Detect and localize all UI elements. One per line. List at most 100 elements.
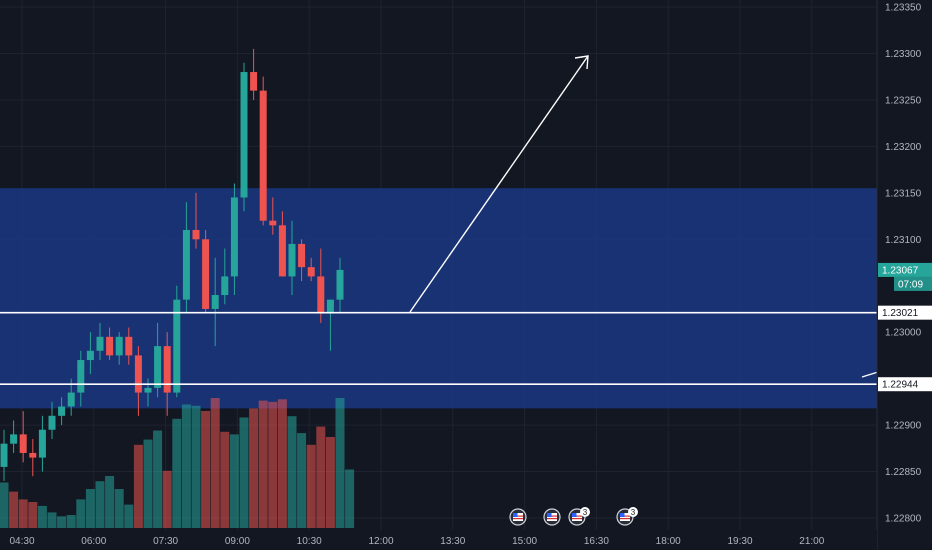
volume-bar: [210, 398, 220, 528]
flag-field: [547, 513, 557, 521]
candle[interactable]: [125, 327, 133, 365]
time-tick-label: 19:30: [727, 536, 752, 547]
candle[interactable]: [298, 239, 306, 282]
candle[interactable]: [48, 401, 56, 440]
candle[interactable]: [134, 346, 142, 416]
candle-body: [221, 276, 229, 296]
price-tick-label: 1.22900: [885, 421, 922, 432]
trend-line-stub[interactable]: [861, 371, 879, 378]
supply-demand-zone[interactable]: [0, 188, 877, 409]
candle[interactable]: [77, 350, 85, 407]
event-flag-icon[interactable]: [543, 508, 561, 526]
time-axis[interactable]: 04:30 06:00 07:30 09:00 10:30 12:00 13:30 15:00…: [9, 536, 824, 547]
flag-field: [620, 513, 630, 521]
candle[interactable]: [269, 197, 277, 235]
time-tick-label: 18:00: [656, 536, 681, 547]
volume-bar: [37, 505, 47, 528]
candle[interactable]: [326, 299, 334, 351]
candle-body: [48, 415, 56, 430]
volume-bar: [9, 491, 19, 528]
candle-body: [106, 336, 114, 356]
candle[interactable]: [173, 285, 181, 398]
price-tick-label: 1.23150: [885, 188, 922, 199]
volume-bar: [316, 426, 326, 528]
projection-arrow-line[interactable]: [409, 55, 589, 313]
candle[interactable]: [211, 257, 219, 347]
candle[interactable]: [29, 439, 37, 477]
time-tick-label: 04:30: [9, 536, 34, 547]
flag-stripe: [547, 518, 557, 520]
candle-body: [29, 452, 37, 458]
candle[interactable]: [0, 429, 8, 481]
flag-field: [513, 513, 523, 521]
candle-body: [0, 443, 8, 467]
candle[interactable]: [202, 229, 210, 314]
volume-bar: [124, 504, 134, 528]
flag-stripe: [572, 518, 582, 520]
time-tick-label: 16:30: [584, 536, 609, 547]
candle-body: [67, 392, 75, 407]
candle-body: [326, 299, 334, 314]
volume-bar: [57, 516, 67, 528]
flag-field: [572, 513, 582, 521]
candle[interactable]: [278, 211, 286, 277]
volume-bar: [201, 411, 211, 528]
candle[interactable]: [182, 202, 190, 314]
candle-body: [259, 90, 267, 221]
candle-body: [77, 360, 85, 393]
time-tick-label: 13:30: [440, 536, 465, 547]
volume-bar: [229, 434, 239, 528]
event-flag-icon[interactable]: 3: [568, 507, 590, 526]
candle[interactable]: [115, 332, 123, 365]
price-tick-label: 1.23350: [885, 3, 922, 14]
volume-bar: [239, 417, 249, 528]
candle[interactable]: [144, 378, 152, 407]
candle[interactable]: [307, 257, 315, 282]
candle[interactable]: [38, 415, 46, 472]
candle[interactable]: [58, 397, 66, 426]
horizontal-levels[interactable]: [0, 311, 877, 386]
volume-bar: [297, 433, 307, 528]
event-count-label: 3: [631, 508, 636, 517]
candle[interactable]: [163, 332, 171, 416]
candle-body: [173, 299, 181, 393]
volume-bar: [114, 489, 124, 528]
candle-body: [230, 197, 238, 277]
candle[interactable]: [250, 48, 258, 100]
flag-canton: [620, 513, 625, 517]
projection-arrow[interactable]: [409, 55, 879, 378]
candle[interactable]: [221, 248, 229, 305]
volume-bar: [220, 431, 230, 528]
volume-bar: [47, 512, 57, 528]
candle[interactable]: [96, 322, 104, 361]
candle[interactable]: [230, 183, 238, 296]
zone-rectangle[interactable]: [0, 188, 877, 409]
volume-bar: [105, 476, 115, 528]
candle-body: [240, 72, 248, 198]
candle[interactable]: [86, 332, 94, 374]
candle[interactable]: [259, 76, 267, 226]
candle[interactable]: [288, 220, 296, 296]
candle[interactable]: [10, 420, 18, 453]
candle[interactable]: [19, 411, 27, 463]
candlesticks[interactable]: [0, 48, 344, 481]
volume-bar: [18, 499, 28, 528]
candle[interactable]: [106, 327, 114, 361]
candle[interactable]: [240, 62, 248, 212]
candle-body: [278, 225, 286, 277]
volume-bar: [143, 439, 153, 528]
event-flag-icon[interactable]: [509, 508, 527, 526]
candle-body: [202, 239, 210, 309]
volume-bar: [133, 444, 143, 528]
flag-stripe: [620, 518, 630, 520]
price-axis[interactable]: 1.23350 1.23300 1.23250 1.23200 1.23150 1.231…: [885, 3, 922, 525]
candle[interactable]: [192, 192, 200, 249]
candle[interactable]: [317, 248, 325, 323]
event-count-badge: [580, 507, 590, 517]
volume-bar: [28, 502, 38, 528]
event-flag-icon[interactable]: 3: [616, 507, 638, 526]
candle[interactable]: [336, 257, 344, 314]
volume-bar: [287, 416, 297, 528]
